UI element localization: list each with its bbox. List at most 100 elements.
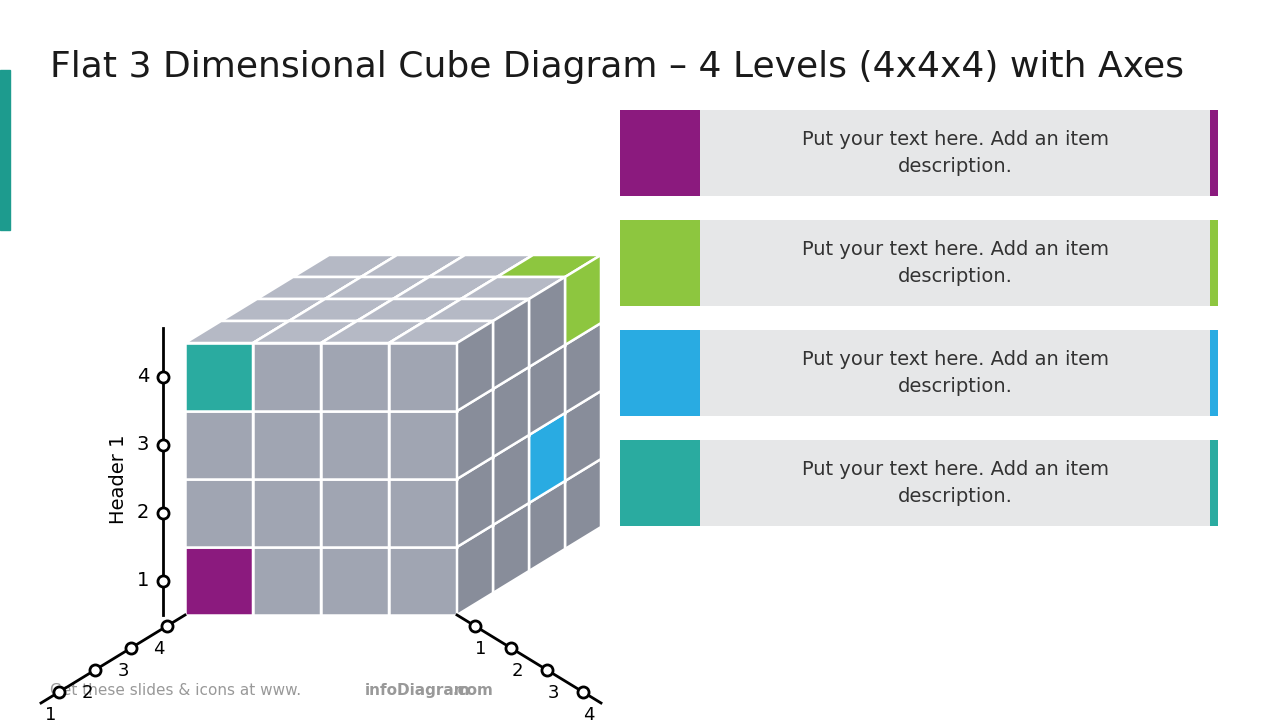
Polygon shape: [461, 277, 564, 299]
Polygon shape: [357, 367, 393, 457]
Polygon shape: [221, 389, 289, 457]
Polygon shape: [497, 391, 532, 481]
Polygon shape: [425, 503, 461, 593]
Polygon shape: [425, 367, 461, 457]
Polygon shape: [186, 479, 253, 547]
Polygon shape: [389, 343, 457, 411]
Polygon shape: [497, 481, 564, 549]
Polygon shape: [257, 367, 325, 435]
Polygon shape: [289, 389, 357, 457]
Polygon shape: [429, 323, 532, 345]
Polygon shape: [497, 413, 564, 481]
Polygon shape: [461, 435, 529, 503]
Text: 1: 1: [475, 640, 486, 658]
Polygon shape: [493, 435, 529, 525]
Polygon shape: [186, 547, 253, 615]
Polygon shape: [257, 345, 361, 367]
Polygon shape: [325, 481, 429, 503]
Polygon shape: [257, 277, 361, 299]
Polygon shape: [321, 525, 425, 547]
Polygon shape: [461, 299, 529, 367]
Polygon shape: [461, 367, 529, 435]
Polygon shape: [529, 481, 564, 571]
Bar: [620, 440, 700, 526]
Polygon shape: [357, 503, 393, 593]
Polygon shape: [425, 367, 529, 389]
Polygon shape: [393, 503, 461, 571]
Polygon shape: [293, 323, 397, 345]
Polygon shape: [186, 321, 289, 343]
Polygon shape: [289, 321, 357, 389]
Polygon shape: [257, 435, 325, 503]
Polygon shape: [461, 345, 497, 435]
Bar: [700, 220, 1210, 306]
Polygon shape: [221, 367, 325, 389]
Polygon shape: [357, 299, 461, 321]
Polygon shape: [321, 389, 425, 411]
Text: 1: 1: [45, 706, 56, 720]
Polygon shape: [321, 321, 425, 343]
Polygon shape: [293, 391, 397, 413]
Polygon shape: [461, 345, 564, 367]
Polygon shape: [321, 525, 357, 615]
Polygon shape: [186, 343, 253, 411]
Polygon shape: [425, 503, 529, 525]
Polygon shape: [253, 389, 289, 479]
Polygon shape: [529, 413, 564, 503]
Polygon shape: [325, 277, 361, 367]
Bar: [700, 330, 1210, 416]
Polygon shape: [497, 391, 602, 413]
Polygon shape: [357, 435, 393, 525]
Polygon shape: [461, 413, 497, 503]
Polygon shape: [425, 457, 493, 525]
Polygon shape: [493, 503, 529, 593]
Polygon shape: [393, 367, 461, 435]
Polygon shape: [497, 323, 532, 413]
Bar: [620, 220, 700, 306]
Bar: [1210, 220, 1219, 306]
Polygon shape: [293, 277, 361, 345]
Polygon shape: [389, 525, 425, 615]
Polygon shape: [289, 503, 393, 525]
Text: Put your text here. Add an item
description.: Put your text here. Add an item descript…: [801, 350, 1108, 396]
Polygon shape: [186, 389, 289, 411]
Polygon shape: [257, 299, 325, 367]
Polygon shape: [357, 389, 425, 457]
Text: .com: .com: [452, 683, 493, 698]
Bar: [1210, 440, 1219, 526]
Polygon shape: [357, 321, 425, 389]
Bar: [1210, 330, 1219, 416]
Polygon shape: [253, 457, 289, 547]
Polygon shape: [429, 413, 497, 481]
Polygon shape: [325, 503, 393, 571]
Polygon shape: [461, 503, 529, 571]
Polygon shape: [393, 277, 429, 367]
Polygon shape: [361, 277, 429, 345]
Polygon shape: [186, 411, 253, 479]
Polygon shape: [393, 435, 461, 503]
Polygon shape: [361, 323, 465, 345]
Polygon shape: [425, 389, 493, 457]
Polygon shape: [497, 459, 532, 549]
Polygon shape: [393, 481, 497, 503]
Polygon shape: [293, 459, 397, 481]
Text: 4: 4: [584, 706, 595, 720]
Polygon shape: [429, 459, 532, 481]
Bar: [1210, 110, 1219, 196]
Text: infoDiagram: infoDiagram: [365, 683, 471, 698]
Polygon shape: [361, 391, 397, 481]
Polygon shape: [497, 323, 602, 345]
Polygon shape: [393, 345, 429, 435]
Polygon shape: [357, 299, 393, 389]
Bar: [0, 70, 10, 230]
Polygon shape: [389, 457, 425, 547]
Polygon shape: [186, 457, 289, 479]
Polygon shape: [321, 321, 357, 411]
Polygon shape: [389, 525, 493, 547]
Polygon shape: [389, 389, 425, 479]
Polygon shape: [253, 411, 321, 479]
Polygon shape: [393, 277, 497, 299]
Polygon shape: [289, 525, 357, 593]
Polygon shape: [253, 547, 321, 615]
Text: 2: 2: [511, 662, 522, 680]
